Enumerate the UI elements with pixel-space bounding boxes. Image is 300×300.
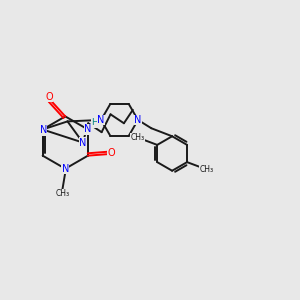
Text: O: O [107,148,115,158]
Text: N: N [40,125,47,135]
Text: N: N [79,138,87,148]
Text: N: N [84,124,92,134]
Text: N: N [134,115,142,125]
Text: N: N [61,164,69,174]
Text: N: N [98,115,105,125]
Text: CH₃: CH₃ [130,133,145,142]
Text: CH₃: CH₃ [200,165,214,174]
Text: O: O [45,92,53,102]
Text: H: H [91,118,98,127]
Text: CH₃: CH₃ [55,189,69,198]
